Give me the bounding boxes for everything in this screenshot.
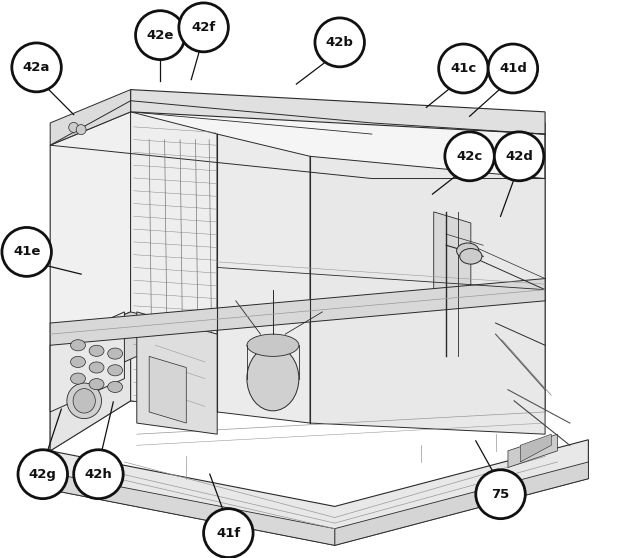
Ellipse shape bbox=[488, 44, 538, 93]
Ellipse shape bbox=[108, 365, 123, 376]
Ellipse shape bbox=[476, 470, 525, 518]
Ellipse shape bbox=[69, 122, 79, 132]
Text: 41f: 41f bbox=[216, 527, 241, 540]
Polygon shape bbox=[50, 312, 125, 412]
Ellipse shape bbox=[136, 11, 185, 60]
Polygon shape bbox=[50, 473, 335, 545]
Polygon shape bbox=[131, 90, 545, 134]
Ellipse shape bbox=[76, 124, 86, 134]
Ellipse shape bbox=[89, 379, 104, 389]
Text: 42g: 42g bbox=[29, 468, 56, 480]
Polygon shape bbox=[131, 101, 545, 412]
Ellipse shape bbox=[71, 373, 86, 384]
Polygon shape bbox=[335, 462, 588, 545]
Ellipse shape bbox=[459, 248, 482, 264]
Text: 42b: 42b bbox=[326, 36, 353, 49]
Ellipse shape bbox=[108, 381, 123, 392]
Polygon shape bbox=[50, 112, 131, 451]
Text: 42a: 42a bbox=[23, 61, 50, 74]
Text: 42f: 42f bbox=[192, 21, 216, 34]
Ellipse shape bbox=[439, 44, 488, 93]
Ellipse shape bbox=[12, 43, 61, 92]
Ellipse shape bbox=[58, 371, 73, 386]
Ellipse shape bbox=[58, 393, 73, 408]
Text: 75: 75 bbox=[492, 488, 510, 501]
Polygon shape bbox=[137, 312, 217, 434]
Text: 42d: 42d bbox=[505, 150, 533, 163]
Text: 41d: 41d bbox=[499, 62, 527, 75]
Text: 42c: 42c bbox=[456, 150, 483, 163]
Ellipse shape bbox=[74, 450, 123, 499]
Polygon shape bbox=[508, 434, 557, 468]
Ellipse shape bbox=[89, 345, 104, 357]
Ellipse shape bbox=[494, 132, 544, 181]
Text: 42e: 42e bbox=[146, 28, 174, 42]
Polygon shape bbox=[50, 312, 131, 451]
Ellipse shape bbox=[73, 388, 95, 413]
Ellipse shape bbox=[456, 243, 479, 258]
Polygon shape bbox=[217, 134, 310, 423]
Text: 41c: 41c bbox=[450, 62, 477, 75]
Polygon shape bbox=[520, 434, 551, 462]
Ellipse shape bbox=[71, 357, 86, 368]
Ellipse shape bbox=[203, 509, 253, 557]
Polygon shape bbox=[131, 112, 217, 412]
Ellipse shape bbox=[71, 340, 86, 351]
Ellipse shape bbox=[445, 132, 494, 181]
Ellipse shape bbox=[315, 18, 365, 67]
Polygon shape bbox=[50, 440, 588, 545]
Polygon shape bbox=[149, 357, 186, 423]
Polygon shape bbox=[310, 156, 545, 434]
Polygon shape bbox=[50, 90, 131, 145]
Ellipse shape bbox=[108, 348, 123, 359]
Polygon shape bbox=[434, 212, 471, 295]
Polygon shape bbox=[50, 312, 198, 362]
Ellipse shape bbox=[179, 3, 228, 52]
Ellipse shape bbox=[247, 334, 299, 357]
Ellipse shape bbox=[67, 383, 102, 418]
Text: 42h: 42h bbox=[84, 468, 112, 480]
Polygon shape bbox=[50, 278, 545, 345]
Ellipse shape bbox=[247, 347, 299, 411]
Text: 41e: 41e bbox=[13, 246, 40, 258]
Ellipse shape bbox=[89, 362, 104, 373]
Ellipse shape bbox=[2, 228, 51, 276]
Ellipse shape bbox=[18, 450, 68, 499]
